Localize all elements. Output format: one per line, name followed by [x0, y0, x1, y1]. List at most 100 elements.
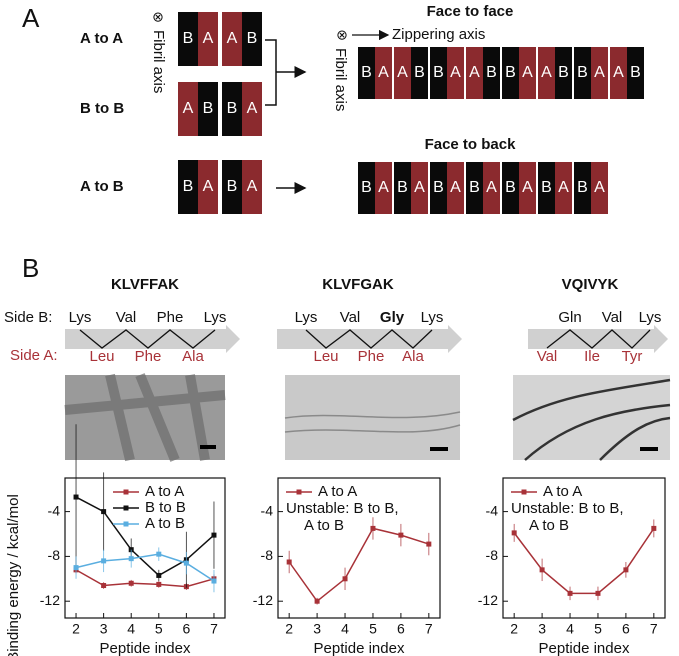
scale-bar: [200, 445, 216, 449]
marker: [314, 598, 320, 604]
x-axis-label: Peptide index: [539, 640, 630, 656]
residue: Val: [340, 309, 361, 326]
marker: [101, 558, 107, 564]
block-half: [358, 162, 375, 214]
x-tick-label: 3: [100, 621, 108, 637]
x-tick-label: 3: [313, 621, 321, 637]
block-letter: B: [183, 178, 194, 195]
legend-label: A to A: [543, 483, 582, 500]
block-half: [538, 47, 555, 99]
block-half: [466, 162, 483, 214]
zigzag: [79, 329, 216, 349]
x-axis-label: Peptide index: [314, 640, 405, 656]
block-letter: B: [414, 64, 425, 81]
marker: [156, 551, 162, 557]
block-letter: A: [541, 64, 552, 81]
block-letter: A: [558, 179, 569, 196]
block-half: [198, 160, 218, 214]
block-letter: A: [247, 178, 258, 195]
block-letter: A: [378, 179, 389, 196]
series-line: [513, 527, 655, 595]
block-letter: A: [522, 179, 533, 196]
block-half: [447, 47, 464, 99]
panel-label: B: [22, 253, 39, 283]
block-half: [198, 12, 218, 66]
residue: Gly: [380, 309, 405, 326]
block-letter: B: [433, 64, 444, 81]
block-half: [519, 162, 536, 214]
scale-bar: [640, 447, 658, 451]
fibril: [64, 373, 226, 462]
annotation: A to B: [529, 517, 569, 534]
block-letter: B: [203, 100, 214, 117]
y-tick-label: -12: [40, 592, 60, 608]
legend-label: B to B: [145, 499, 186, 516]
marker: [286, 559, 292, 565]
block-letter: B: [630, 64, 641, 81]
y-axis-label: Binding energy / kcal/mol: [5, 494, 22, 656]
fibril-axis: Fibril axis: [150, 30, 167, 93]
block-half: [627, 47, 644, 99]
block-letter: A: [450, 64, 461, 81]
x-tick-label: 7: [210, 621, 218, 637]
block-half: [519, 47, 536, 99]
block-letter: A: [469, 64, 480, 81]
y-tick-label: -8: [486, 547, 499, 563]
marker: [156, 581, 162, 587]
block-letter: A: [378, 64, 389, 81]
marker: [398, 532, 404, 538]
block-half: [411, 47, 428, 99]
plot-frame: [64, 477, 226, 619]
block-letter: A: [613, 64, 624, 81]
block-letter: B: [433, 179, 444, 196]
side-label: Side B:: [4, 309, 52, 326]
residue: Gln: [558, 309, 581, 326]
x-tick-label: 7: [425, 621, 433, 637]
block-half: [222, 12, 242, 66]
block-half: [574, 47, 591, 99]
residue: Val: [537, 348, 558, 365]
block-half: [466, 47, 483, 99]
block-letter: A: [450, 179, 461, 196]
block-half: [591, 162, 608, 214]
annotation: Unstable: B to B,: [511, 500, 624, 517]
block-letter: B: [486, 64, 497, 81]
block-letter: B: [505, 64, 516, 81]
x-tick-label: 5: [155, 621, 163, 637]
marker: [73, 494, 79, 500]
marker: [511, 530, 517, 536]
block-letter: A: [486, 179, 497, 196]
zippering-axis: Zippering axis: [392, 26, 485, 43]
x-tick-label: 7: [650, 621, 658, 637]
residue: Lys: [69, 309, 92, 326]
block-half: [222, 160, 242, 214]
block-letter: A: [522, 64, 533, 81]
y-tick-label: -4: [261, 502, 274, 518]
block-letter: A: [227, 30, 238, 47]
residue: Lys: [639, 309, 662, 326]
marker: [211, 578, 217, 584]
y-tick-label: -12: [478, 592, 498, 608]
block-half: [430, 47, 447, 99]
block-letter: B: [227, 178, 238, 195]
block-half: [178, 160, 198, 214]
block-letter: A: [594, 179, 605, 196]
zigzag: [305, 329, 433, 349]
marker: [342, 576, 348, 582]
block-letter: A: [183, 100, 194, 117]
marker: [567, 590, 573, 596]
residue: Val: [602, 309, 623, 326]
marker: [651, 525, 657, 531]
block-half: [375, 47, 392, 99]
block-letter: A: [414, 179, 425, 196]
x-tick-label: 6: [182, 621, 190, 637]
marker: [211, 532, 217, 538]
legend-marker: [123, 489, 129, 495]
block-letter: B: [505, 179, 516, 196]
residue: Ala: [182, 348, 204, 365]
scale-bar: [430, 447, 448, 451]
marker: [101, 583, 107, 589]
peptide-name: KLVFFAK: [111, 276, 179, 293]
block-half: [610, 47, 627, 99]
block-letter: A: [397, 64, 408, 81]
